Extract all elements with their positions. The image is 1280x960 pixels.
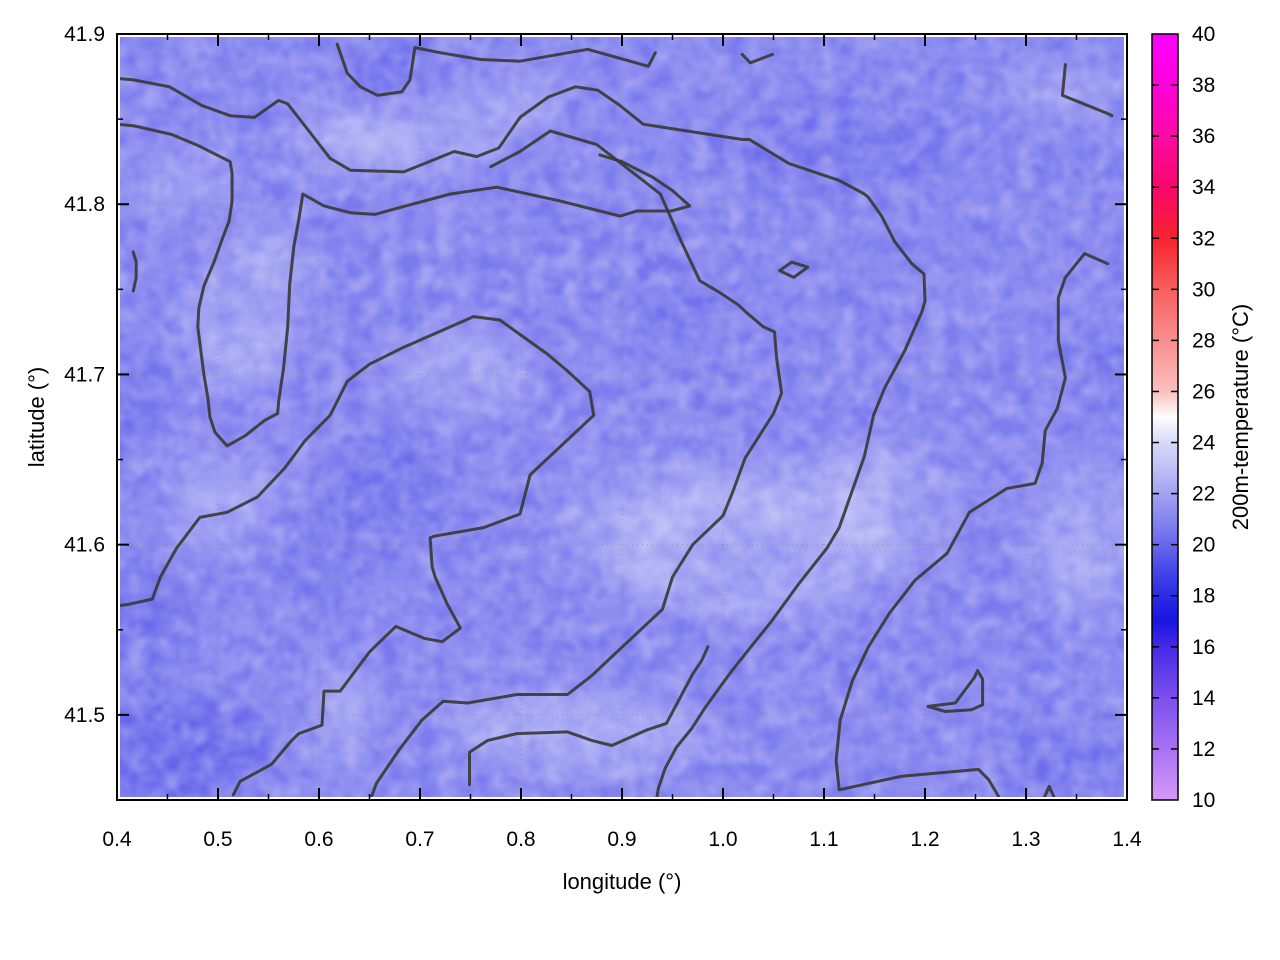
contour-inner-loop	[120, 315, 596, 797]
colorbar-tick-label: 22	[1192, 483, 1215, 506]
y-tick-label: 41.8	[64, 193, 105, 216]
x-tick-label: 0.6	[304, 828, 333, 851]
x-tick-label: 0.8	[506, 828, 535, 851]
colorbar-title: 200m-temperature (°C)	[1228, 304, 1253, 530]
colorbar	[1151, 33, 1179, 801]
colorbar-tick-label: 24	[1192, 432, 1216, 455]
heatmap-field	[120, 37, 1124, 797]
x-tick-label: 0.9	[607, 828, 636, 851]
contour-mid-right-line	[370, 129, 784, 797]
x-tick-label: 1.0	[708, 828, 737, 851]
colorbar-tick-label: 16	[1192, 636, 1215, 659]
colorbar-tick-label: 28	[1192, 329, 1215, 352]
colorbar-tick-label: 12	[1192, 738, 1215, 761]
contour-main-long-line	[120, 77, 927, 797]
colorbar-tick-label: 26	[1192, 380, 1215, 403]
plot-frame	[116, 33, 1128, 801]
contour-small-diamond	[778, 260, 810, 279]
contour-hairpin-and-arrow	[120, 122, 692, 448]
x-tick-label: 0.7	[405, 828, 434, 851]
contour-lines	[120, 42, 1114, 797]
contour-bottom-notch	[1042, 784, 1056, 797]
contour-top-u-zigzag	[335, 42, 657, 97]
colorbar-frame	[1151, 33, 1179, 801]
y-tick-label: 41.9	[64, 23, 105, 46]
y-tick-label: 41.7	[64, 363, 105, 386]
colorbar-tick-label: 10	[1192, 789, 1215, 812]
y-axis-title: latitude (°)	[24, 367, 49, 468]
colorbar-gradient	[1152, 34, 1178, 800]
colorbar-tick-label: 36	[1192, 125, 1215, 148]
colorbar-tick-label: 34	[1192, 176, 1216, 199]
plot-border	[116, 33, 1128, 801]
colorbar-tick-label: 30	[1192, 278, 1215, 301]
tick-labels: 0.4 0.5 0.6 0.7 0.8 0.9 1.0 1.1 1.2 1.3 1.4 41.5 41.…	[64, 23, 1216, 851]
colorbar-tick-label: 38	[1192, 74, 1215, 97]
x-tick-label: 1.4	[1112, 828, 1142, 851]
x-tick-label: 1.3	[1011, 828, 1040, 851]
y-tick-label: 41.6	[64, 534, 105, 557]
colorbar-tick-label: 14	[1192, 687, 1216, 710]
contour-wing-loop	[926, 669, 985, 713]
x-tick-label: 0.5	[203, 828, 232, 851]
contour-lower-parallel	[468, 645, 710, 787]
contour-left-edge-arc	[131, 250, 138, 293]
contour-right-side-line	[834, 252, 1110, 797]
contour-top-v	[740, 52, 774, 65]
contour-top-right-segment	[1060, 63, 1114, 118]
x-tick-label: 1.2	[910, 828, 939, 851]
colorbar-tick-label: 18	[1192, 585, 1215, 608]
x-axis-title: longitude (°)	[563, 869, 682, 894]
colorbar-tick-label: 40	[1192, 23, 1215, 46]
colorbar-tick-label: 32	[1192, 227, 1215, 250]
x-tick-label: 1.1	[809, 828, 838, 851]
y-tick-label: 41.5	[64, 704, 105, 727]
x-tick-label: 0.4	[102, 828, 132, 851]
colorbar-tick-label: 20	[1192, 534, 1215, 557]
